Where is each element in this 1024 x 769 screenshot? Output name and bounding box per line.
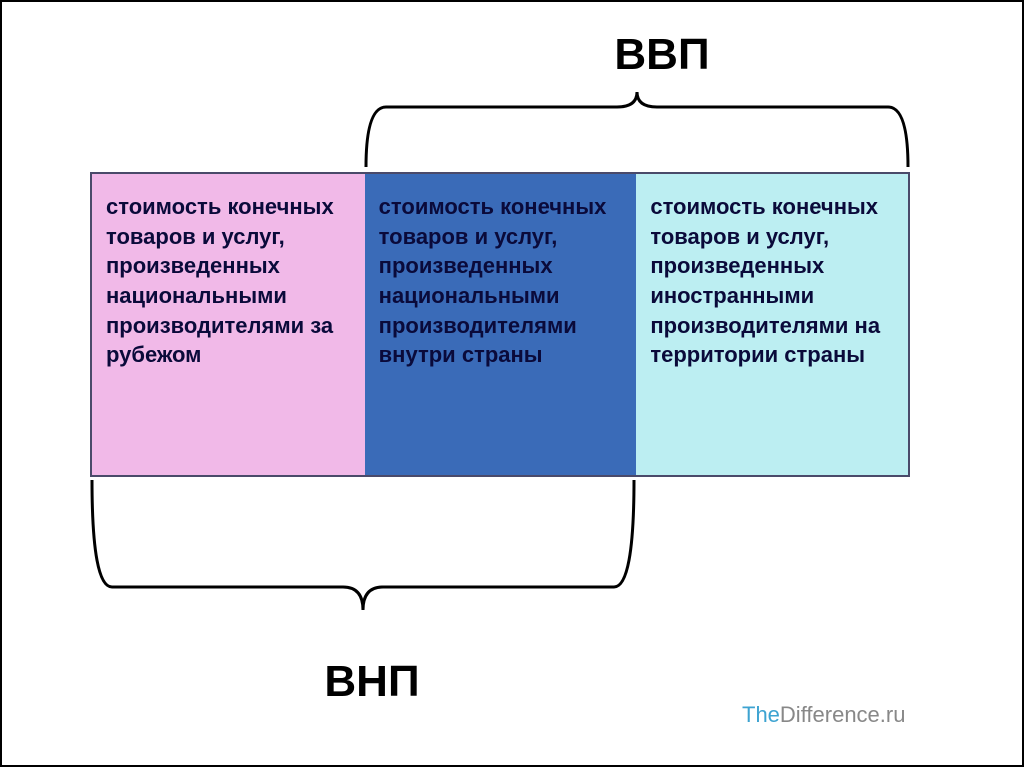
box-1: стоимость конечных товаров и услуг, прои… (92, 174, 365, 475)
box-2-text: стоимость конечных товаров и услуг, прои… (379, 194, 607, 367)
box-3-text: стоимость конечных товаров и услуг, прои… (650, 194, 880, 367)
title-vnp-text: ВНП (324, 657, 419, 706)
title-vvp-text: ВВП (614, 30, 709, 79)
box-3: стоимость конечных товаров и услуг, прои… (636, 174, 908, 475)
title-vnp: ВНП (272, 657, 472, 707)
watermark: TheDifference.ru (742, 702, 905, 728)
box-2: стоимость конечных товаров и услуг, прои… (365, 174, 637, 475)
box-1-text: стоимость конечных товаров и услуг, прои… (106, 194, 334, 367)
watermark-part2: Difference (780, 702, 880, 727)
title-vvp: ВВП (562, 30, 762, 80)
boxes-row: стоимость конечных товаров и услуг, прои… (90, 172, 910, 477)
watermark-part3: .ru (880, 702, 906, 727)
watermark-part1: The (742, 702, 780, 727)
